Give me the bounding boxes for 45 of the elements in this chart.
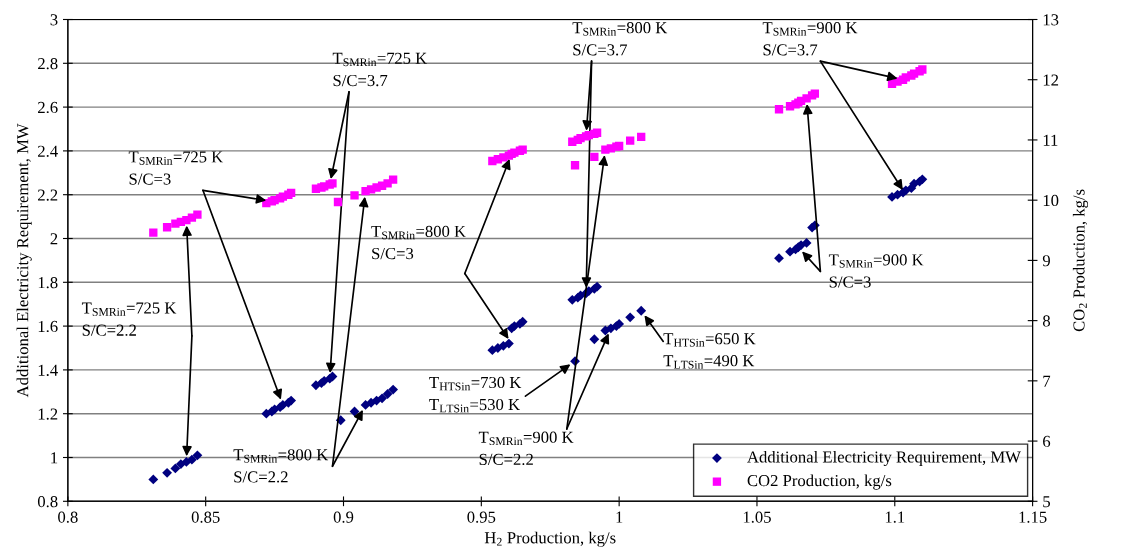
y2-axis-title: CO$_{2}$ Production, kg/s: [1072, 189, 1089, 332]
annotation: T$_{SMRin}$=725 K S/C=3: [128, 151, 224, 185]
x-tick-label: 0.8: [58, 511, 78, 523]
x-axis-title: H$_{2}$ Production, kg/s: [484, 531, 616, 547]
legend-label: Additional Electricity Requirement, MW: [747, 450, 1021, 467]
x-tick-label: 1: [616, 511, 623, 523]
y2-tick-label: 5: [1043, 496, 1051, 508]
x-tick-label: 0.85: [191, 511, 220, 523]
y-tick-label: 2.2: [38, 189, 58, 201]
annotation: T$_{SMRin}$=900 K S/C=3.7: [762, 22, 858, 56]
y2-tick-label: 9: [1042, 255, 1050, 267]
y-tick-label: 2: [50, 233, 58, 245]
y-tick-label: 1.2: [38, 408, 58, 420]
x-tick-label: 1.1: [885, 511, 905, 523]
y-tick-label: 1.6: [38, 320, 58, 333]
x-tick-label: 0.9: [333, 511, 354, 523]
annotation: T$_{SMRin}$=900 K S/C=2.2: [478, 431, 574, 466]
y2-tick-label: 8: [1042, 315, 1051, 327]
annotation: T$_{SMRin}$=725 K S/C=2.2: [81, 302, 177, 336]
annotation: T$_{SMRin}$=725 K S/C=3.7: [332, 52, 428, 87]
y2-tick-label: 10: [1043, 194, 1059, 207]
y-tick-label: 1.4: [38, 364, 58, 376]
y-tick-label: 2.8: [38, 57, 58, 70]
y-tick-label: 1: [51, 452, 58, 464]
y-axis-title: Additional Electricity Requirement, MW: [16, 123, 32, 398]
y2-tick-label: 13: [1043, 14, 1059, 26]
y2-tick-label: 6: [1043, 435, 1051, 448]
y2-tick-label: 7: [1043, 375, 1051, 387]
y-tick-label: 2.6: [38, 101, 58, 114]
y2-tick-label: 12: [1043, 74, 1059, 86]
x-tick-label: 1.05: [743, 511, 771, 523]
annotation: T$_{SMRin}$=900 K S/C=3: [828, 254, 924, 288]
x-tick-label: 0.95: [467, 511, 496, 523]
annotation: T$_{SMRin}$=800 K S/C=3: [371, 225, 466, 260]
annotation: T$_{SMRin}$=800 K S/C=2.2: [233, 449, 329, 483]
y-tick-label: 3: [50, 14, 58, 26]
y-tick-label: 1.8: [38, 277, 58, 289]
y2-tick-label: 11: [1043, 134, 1058, 146]
annotation: T$_{SMRin}$=800 K S/C=3.7: [572, 22, 668, 56]
text: T$_{HTSin}$=650 K T$_{LTSin}$=490 K: [663, 333, 756, 369]
y-tick-label: 2.4: [38, 145, 58, 157]
x-tick-label: 1.15: [1019, 511, 1047, 523]
text: T$_{HTSin}$=730 K T$_{LTSin}$=530 K: [429, 376, 522, 413]
y-tick-label: 0.8: [37, 496, 58, 508]
legend-label: CO2 Production, kg/s: [747, 474, 892, 490]
